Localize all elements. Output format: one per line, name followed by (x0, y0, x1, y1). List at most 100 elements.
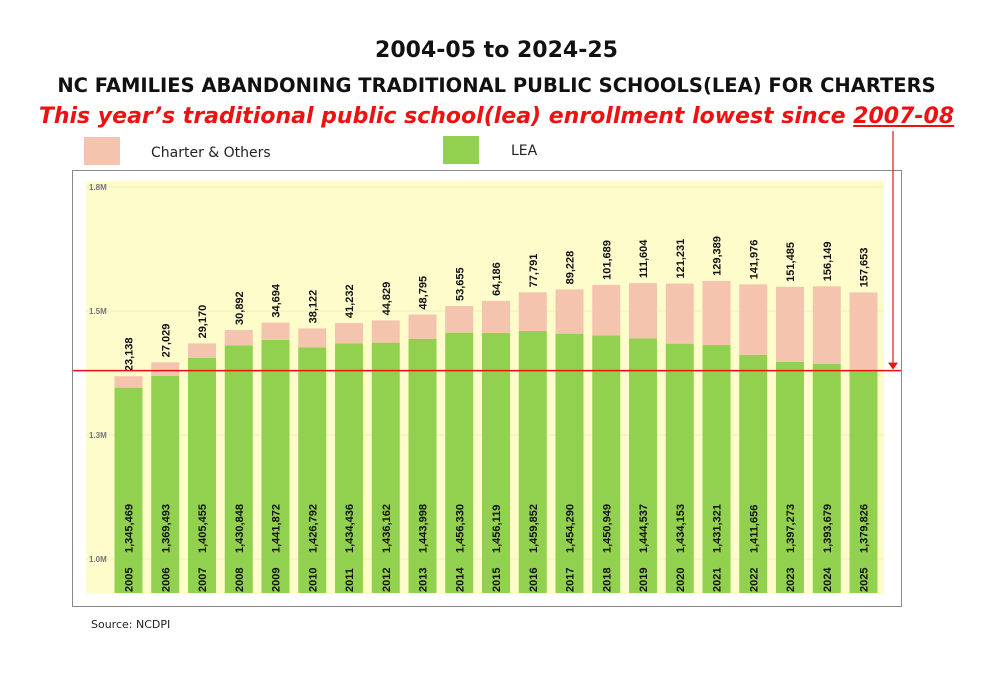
bar-charter-2007 (188, 343, 216, 358)
x-tick-label: 2020 (675, 568, 687, 592)
bar-charter-2020 (665, 283, 694, 344)
charter-value-label: 129,389 (712, 236, 724, 276)
annotation-arrow-head (888, 362, 898, 370)
y-tick-label: 1.0M (89, 555, 107, 564)
bar-charter-2019 (629, 283, 657, 339)
y-tick-label: 1.5M (89, 307, 107, 316)
chart-subtitle: This year’s traditional public school(le… (0, 104, 993, 129)
x-tick-label: 2009 (271, 568, 283, 592)
charter-value-label: 151,485 (785, 242, 797, 282)
legend-label-charter: Charter & Others (151, 145, 271, 161)
charter-value-label: 101,689 (601, 240, 613, 280)
x-tick-label: 2024 (822, 567, 834, 592)
bar-lea-2022 (739, 354, 768, 593)
x-tick-label: 2018 (601, 568, 613, 592)
charter-value-label: 38,122 (307, 290, 319, 324)
bar-lea-2010 (298, 347, 327, 593)
bar-lea-2011 (335, 343, 363, 593)
charter-value-label: 111,604 (638, 239, 650, 278)
bar-lea-2013 (408, 338, 437, 593)
lea-value-label: 1,459,852 (528, 504, 540, 553)
x-tick-label: 2023 (785, 568, 797, 592)
source-note: Source: NCDPI (91, 618, 171, 631)
lea-value-label: 1,345,469 (124, 504, 136, 553)
bar-lea-2007 (188, 357, 216, 593)
bar-charter-2013 (408, 314, 437, 339)
subtitle-highlight: 2007-08 (853, 104, 955, 129)
lea-value-label: 1,443,998 (418, 504, 430, 553)
charter-value-label: 53,655 (454, 267, 466, 301)
bar-lea-2006 (151, 375, 180, 593)
charter-value-label: 121,231 (675, 239, 687, 279)
bar-lea-2025 (849, 370, 878, 593)
lea-value-label: 1,434,153 (675, 504, 687, 553)
y-tick-label: 1.3M (89, 431, 107, 440)
charter-value-label: 29,170 (197, 305, 209, 339)
bar-lea-2012 (371, 342, 400, 593)
lea-value-label: 1,456,119 (491, 505, 503, 553)
charter-value-label: 41,232 (344, 284, 356, 318)
bar-lea-2016 (518, 330, 547, 593)
lea-value-label: 1,444,537 (638, 504, 650, 553)
bar-lea-2020 (665, 343, 694, 593)
chart-title-years: 2004-05 to 2024-25 (375, 38, 618, 63)
charter-value-label: 64,186 (491, 262, 503, 296)
x-tick-label: 2007 (197, 568, 209, 592)
lea-value-label: 1,379,826 (859, 504, 871, 553)
bar-charter-2025 (849, 292, 878, 371)
charter-value-label: 156,149 (822, 242, 834, 282)
lea-value-label: 1,405,455 (197, 504, 209, 553)
bar-charter-2017 (555, 289, 584, 334)
lea-value-label: 1,426,792 (307, 504, 319, 553)
bar-charter-2009 (261, 322, 290, 340)
bar-lea-2014 (445, 332, 474, 593)
charter-value-label: 157,653 (859, 248, 871, 288)
x-tick-label: 2011 (344, 568, 356, 592)
lea-value-label: 1,397,273 (785, 504, 797, 553)
chart-title: NC FAMILIES ABANDONING TRADITIONAL PUBLI… (57, 74, 936, 97)
lea-value-label: 1,434,436 (344, 504, 356, 553)
x-tick-label: 2015 (491, 568, 503, 592)
x-tick-label: 2022 (748, 568, 760, 592)
bar-lea-2015 (482, 332, 510, 593)
bar-charter-2021 (702, 280, 731, 346)
charter-value-label: 44,829 (381, 282, 393, 316)
bar-charter-2015 (482, 300, 510, 333)
x-tick-label: 2008 (234, 568, 246, 592)
x-tick-label: 2013 (418, 568, 430, 592)
bar-charter-2006 (151, 362, 180, 376)
x-tick-label: 2006 (160, 568, 172, 592)
charter-value-label: 77,791 (528, 254, 540, 288)
charter-value-label: 89,228 (565, 251, 577, 285)
x-tick-label: 2010 (307, 568, 319, 592)
lea-value-label: 1,369,493 (160, 504, 172, 553)
lea-value-label: 1,441,872 (271, 504, 283, 553)
bar-lea-2008 (224, 345, 253, 593)
bar-charter-2011 (335, 323, 363, 344)
lea-value-label: 1,430,848 (234, 504, 246, 553)
bar-lea-2023 (776, 361, 804, 593)
bar-lea-2005 (114, 387, 143, 593)
bar-charter-2016 (518, 292, 547, 331)
bar-charter-2008 (224, 329, 253, 346)
x-tick-label: 2019 (638, 568, 650, 592)
x-tick-label: 2017 (565, 568, 577, 592)
subtitle-text: This year’s traditional public school(le… (38, 104, 854, 129)
legend-swatch-charter (84, 137, 120, 165)
lea-value-label: 1,393,679 (822, 504, 834, 553)
lea-value-label: 1,436,162 (381, 504, 393, 553)
charter-value-label: 27,029 (160, 324, 172, 358)
bar-lea-2009 (261, 339, 290, 593)
x-tick-label: 2025 (859, 568, 871, 592)
y-tick-label: 1.8M (89, 183, 107, 192)
x-tick-label: 2012 (381, 568, 393, 592)
x-tick-label: 2014 (454, 567, 466, 592)
bar-lea-2024 (812, 363, 841, 593)
lea-value-label: 1,456,330 (454, 504, 466, 553)
bar-charter-2005 (114, 376, 143, 388)
charter-value-label: 141,976 (748, 240, 760, 280)
legend-swatch-lea (443, 136, 479, 164)
lea-value-label: 1,450,949 (601, 504, 613, 553)
bar-charter-2022 (739, 284, 768, 355)
